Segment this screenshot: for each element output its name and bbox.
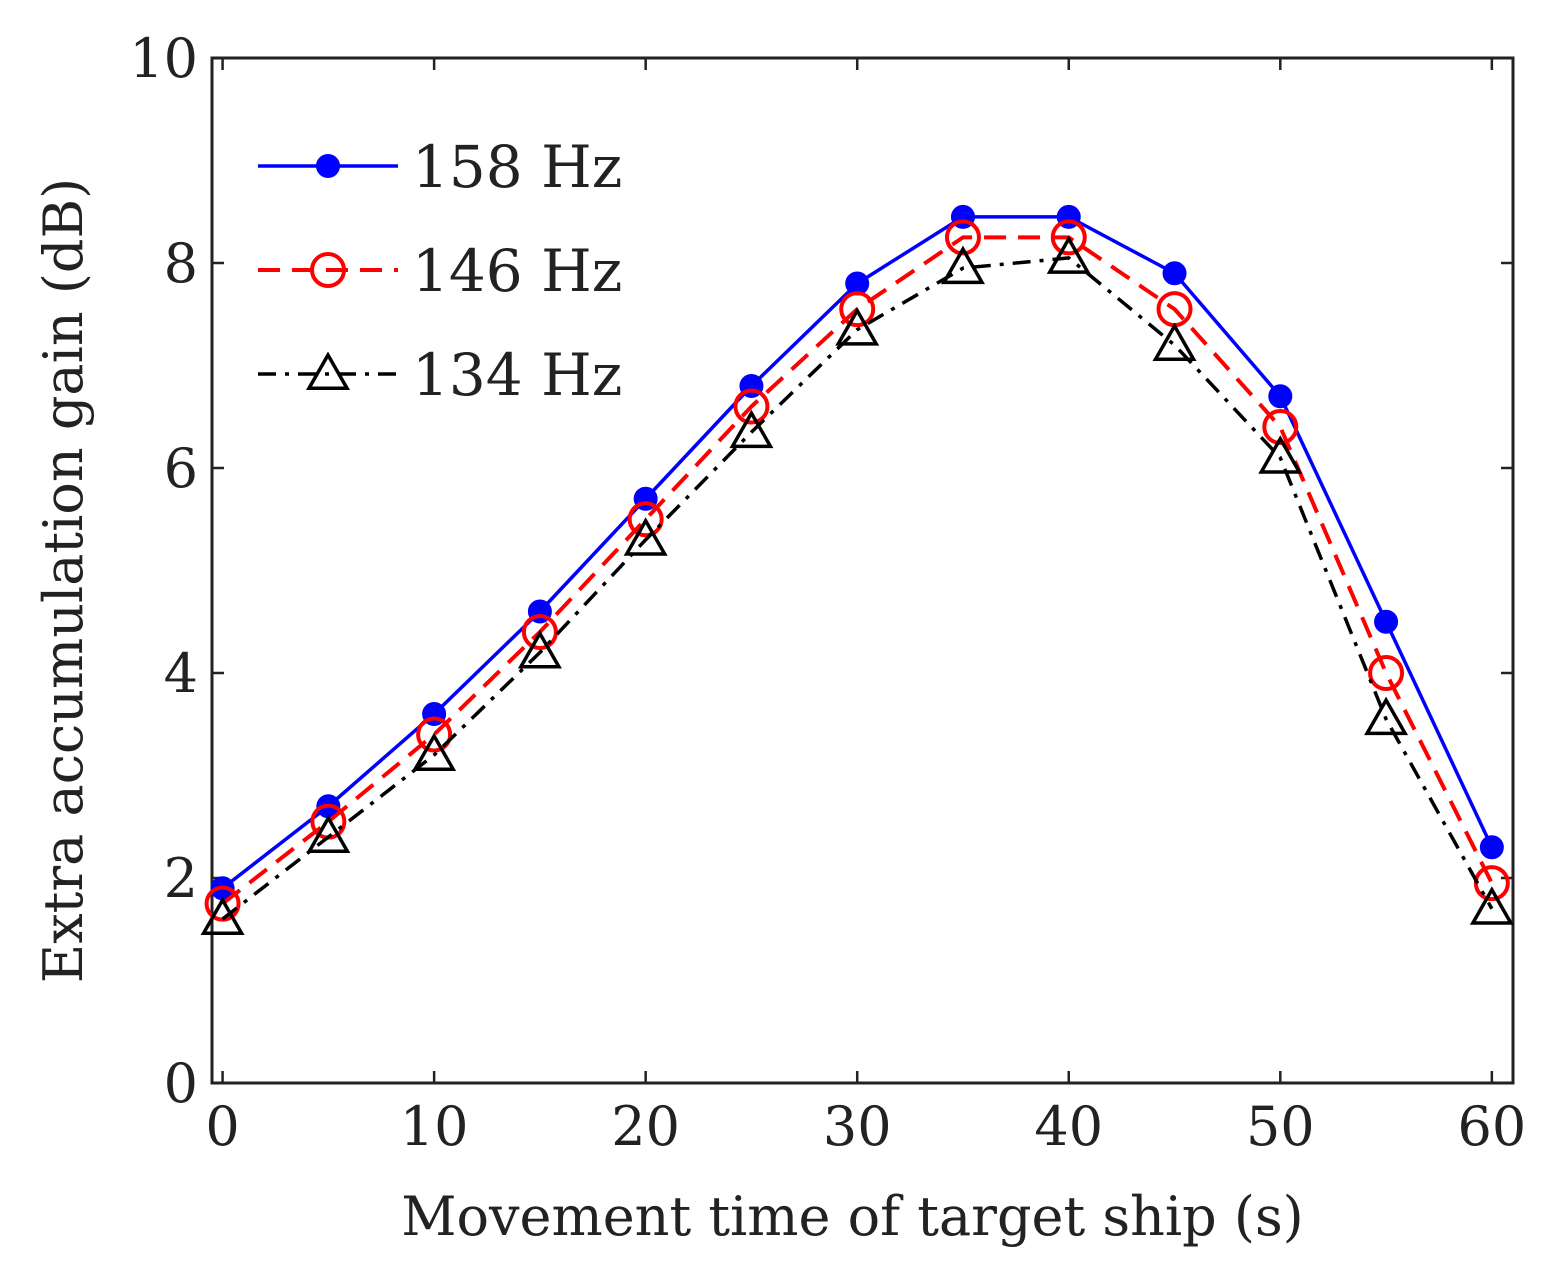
data-point [733,388,770,425]
axis-ticks: 0 10 20 30 40 50 60 0 2 4 6 8 10 [129,27,1526,1158]
data-point [1262,409,1299,445]
y-tick-label: 4 [164,642,198,705]
x-tick-label: 50 [1246,1095,1315,1158]
legend-item: 158 Hz [258,133,622,201]
data-point [1258,435,1303,474]
y-tick-label: 2 [164,847,198,910]
y-tick-label: 0 [164,1052,198,1115]
x-axis-title: Movement time of target ship (s) [401,1185,1303,1248]
data-point [835,307,880,346]
y-tick-label: 6 [164,437,198,500]
data-point [517,629,562,669]
y-tick-label: 10 [129,27,198,90]
y-tick-label: 8 [164,232,198,295]
data-point [1469,886,1514,925]
data-point [204,885,241,922]
data-point [1050,219,1087,256]
legend-label: 146 Hz [412,237,622,305]
legend-label: 158 Hz [412,133,622,201]
legend-item: 134 Hz [258,341,622,409]
data-point [623,517,668,556]
series-line [221,235,1494,906]
series-line [221,215,1494,890]
data-point [839,291,876,328]
data-point [940,245,985,285]
legend-item: 146 Hz [258,237,622,305]
data-point [1046,235,1091,274]
data-point [1364,696,1409,736]
legend: 158 Hz 146 Hz 134 Hz [258,133,622,409]
data-point [1479,835,1504,860]
x-tick-label: 60 [1457,1095,1526,1158]
legend-label: 134 Hz [412,341,622,409]
x-tick-label: 0 [205,1095,239,1158]
data-point [416,716,453,753]
plot-border [210,56,1515,1085]
series-134-hz [200,235,1514,935]
legend-marker [316,154,340,178]
x-tick-label: 20 [611,1095,680,1158]
data-point [521,614,558,650]
legend-marker [310,252,346,288]
data-point [306,814,351,853]
data-point [1374,609,1399,634]
legend-marker [305,351,351,390]
x-tick-label: 30 [823,1095,892,1158]
data-point [627,501,664,538]
data-point [200,896,245,935]
series-line [221,256,1494,921]
data-point [1152,322,1197,361]
plot-frame [210,56,1515,1085]
x-tick-label: 10 [400,1095,469,1158]
data-point [1368,655,1405,691]
series-146-hz [204,219,1510,922]
x-tick-label: 40 [1034,1095,1103,1158]
data-point [1473,865,1510,902]
data-point [944,219,981,256]
data-point [412,732,457,771]
data-point [1268,384,1293,409]
y-axis-title: Extra accumulation gain (dB) [32,178,95,983]
data-point [729,409,774,449]
series-layer [200,204,1514,935]
data-point [1162,261,1187,286]
